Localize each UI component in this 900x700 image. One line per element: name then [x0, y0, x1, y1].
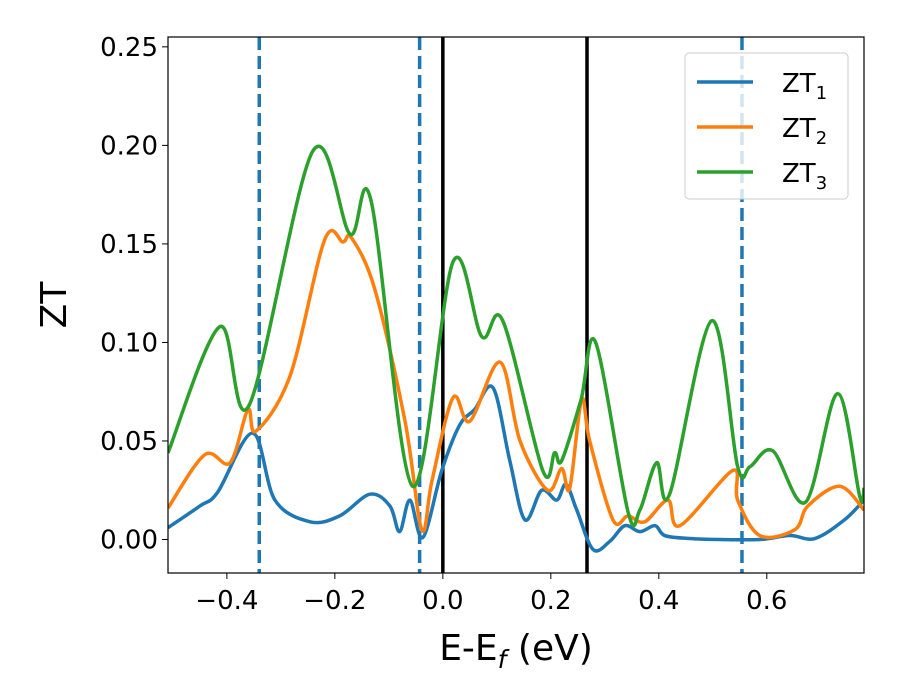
- legend: ZT1 ZT2 ZT3: [684, 52, 849, 200]
- legend-label-zt3: ZT3: [782, 159, 827, 194]
- legend-label-zt2: ZT2: [782, 114, 827, 149]
- series-line-zt3: [168, 144, 864, 528]
- x-tick-label: 0.4: [638, 586, 679, 616]
- series-line-zt2: [168, 229, 864, 540]
- x-axis-label: E-Ef (eV): [439, 628, 593, 674]
- y-tick-label: 0.20: [100, 131, 158, 161]
- y-axis-label: ZT: [34, 281, 75, 329]
- legend-label-zt1: ZT1: [782, 69, 827, 104]
- y-tick-label: 0.05: [100, 427, 158, 457]
- x-tick-label: −0.2: [303, 586, 366, 616]
- y-tick-label: 0.00: [100, 526, 158, 556]
- x-tick-label: 0.0: [422, 586, 463, 616]
- series-line-zt1: [168, 384, 864, 553]
- y-tick-label: 0.10: [100, 328, 158, 358]
- y-tick-label: 0.25: [100, 33, 158, 63]
- x-tick-label: 0.6: [746, 586, 787, 616]
- plot-frame: [167, 36, 865, 574]
- x-tick-label: 0.2: [530, 586, 571, 616]
- y-tick-label: 0.15: [100, 230, 158, 260]
- x-tick-label: −0.4: [195, 586, 258, 616]
